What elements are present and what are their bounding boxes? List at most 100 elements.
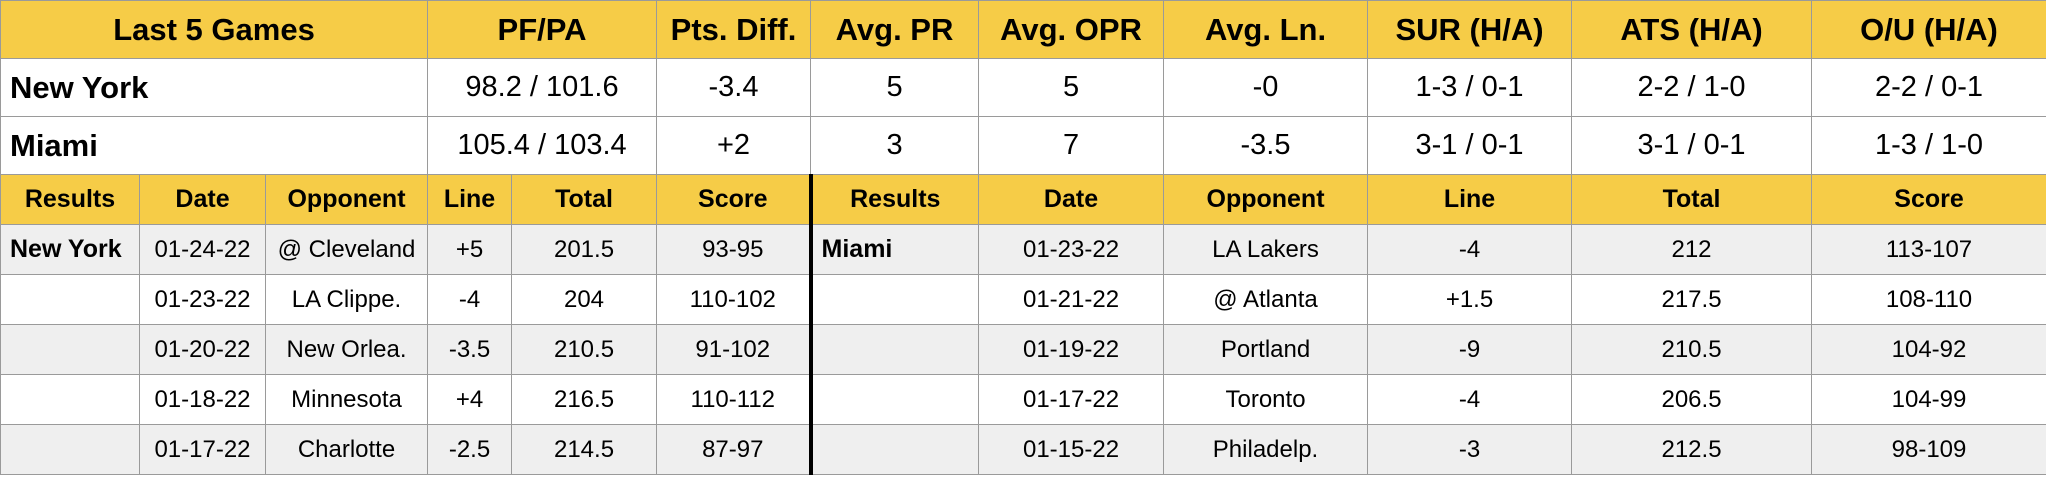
avg-pr-value: 5 <box>810 58 980 117</box>
game-total: 206.5 <box>1571 374 1813 425</box>
pfpa-value: 98.2 / 101.6 <box>427 58 658 117</box>
game-score: 87-97 <box>656 424 812 475</box>
team-name: New York <box>0 58 429 117</box>
game-date: 01-23-22 <box>139 274 266 325</box>
game-total: 217.5 <box>1571 274 1813 325</box>
game-line: -2.5 <box>427 424 513 475</box>
summary-header-sur: SUR (H/A) <box>1367 0 1573 59</box>
game-total: 212 <box>1571 224 1813 275</box>
sur-value: 3-1 / 0-1 <box>1367 116 1573 175</box>
avg-pr-value: 3 <box>810 116 980 175</box>
game-line: +1.5 <box>1367 274 1573 325</box>
empty-cell <box>808 424 980 475</box>
game-score: 93-95 <box>656 224 812 275</box>
game-date: 01-17-22 <box>139 424 266 475</box>
game-opponent: LA Lakers <box>1163 224 1369 275</box>
game-score: 110-112 <box>656 374 812 425</box>
game-line: -4 <box>1367 224 1573 275</box>
game-date: 01-19-22 <box>978 324 1165 375</box>
header-total: Total <box>1571 174 1813 225</box>
table-row: New York 01-24-22 @ Cleveland +5 201.5 9… <box>0 224 2046 275</box>
table-row: 01-20-22 New Orlea. -3.5 210.5 91-102 01… <box>0 324 2046 375</box>
game-line: -4 <box>427 274 513 325</box>
game-opponent: LA Clippe. <box>264 274 429 325</box>
game-score: 108-110 <box>1811 274 2046 325</box>
game-opponent: Charlotte <box>264 424 429 475</box>
game-date: 01-24-22 <box>139 224 266 275</box>
game-date: 01-15-22 <box>978 424 1165 475</box>
summary-header-diff: Pts. Diff. <box>656 0 812 59</box>
ats-value: 3-1 / 0-1 <box>1571 116 1813 175</box>
pfpa-value: 105.4 / 103.4 <box>427 116 658 175</box>
table-row: 01-17-22 Charlotte -2.5 214.5 87-97 01-1… <box>0 424 2046 475</box>
game-score: 110-102 <box>656 274 812 325</box>
header-results: Results <box>0 174 140 225</box>
game-score: 113-107 <box>1811 224 2046 275</box>
game-score: 91-102 <box>656 324 812 375</box>
game-opponent: @ Atlanta <box>1163 274 1369 325</box>
header-score: Score <box>656 174 812 225</box>
game-opponent: Philadelp. <box>1163 424 1369 475</box>
game-total: 204 <box>511 274 658 325</box>
game-opponent: @ Cleveland <box>264 224 429 275</box>
game-date: 01-20-22 <box>139 324 266 375</box>
game-score: 98-109 <box>1811 424 2046 475</box>
game-total: 210.5 <box>1571 324 1813 375</box>
game-date: 01-18-22 <box>139 374 266 425</box>
game-line: -4 <box>1367 374 1573 425</box>
header-date: Date <box>978 174 1165 225</box>
header-line: Line <box>427 174 513 225</box>
header-score: Score <box>1811 174 2046 225</box>
ats-value: 2-2 / 1-0 <box>1571 58 1813 117</box>
summary-row-new-york: New York 98.2 / 101.6 -3.4 5 5 -0 1-3 / … <box>0 58 2046 117</box>
header-total: Total <box>511 174 658 225</box>
games-header-row: Results Date Opponent Line Total Score R… <box>0 174 2046 225</box>
game-opponent: Portland <box>1163 324 1369 375</box>
empty-cell <box>0 274 140 325</box>
empty-cell <box>808 274 980 325</box>
empty-cell <box>0 324 140 375</box>
avg-ln-value: -3.5 <box>1163 116 1369 175</box>
game-line: -3 <box>1367 424 1573 475</box>
game-line: -9 <box>1367 324 1573 375</box>
summary-header-row: Last 5 Games PF/PA Pts. Diff. Avg. PR Av… <box>0 0 2046 59</box>
game-line: +4 <box>427 374 513 425</box>
empty-cell <box>808 324 980 375</box>
summary-header-ln: Avg. Ln. <box>1163 0 1369 59</box>
game-total: 210.5 <box>511 324 658 375</box>
summary-header-ats: ATS (H/A) <box>1571 0 1813 59</box>
game-opponent: New Orlea. <box>264 324 429 375</box>
ou-value: 2-2 / 0-1 <box>1811 58 2046 117</box>
pts-diff-value: +2 <box>656 116 812 175</box>
avg-ln-value: -0 <box>1163 58 1369 117</box>
game-total: 212.5 <box>1571 424 1813 475</box>
game-opponent: Minnesota <box>264 374 429 425</box>
empty-cell <box>0 374 140 425</box>
sur-value: 1-3 / 0-1 <box>1367 58 1573 117</box>
game-total: 201.5 <box>511 224 658 275</box>
summary-header-opr: Avg. OPR <box>978 0 1165 59</box>
game-date: 01-21-22 <box>978 274 1165 325</box>
summary-header-pr: Avg. PR <box>810 0 980 59</box>
game-line: -3.5 <box>427 324 513 375</box>
game-date: 01-17-22 <box>978 374 1165 425</box>
summary-header-last5: Last 5 Games <box>0 0 429 59</box>
avg-opr-value: 5 <box>978 58 1165 117</box>
summary-header-pfpa: PF/PA <box>427 0 658 59</box>
game-total: 214.5 <box>511 424 658 475</box>
team-label: Miami <box>808 224 980 275</box>
header-opponent: Opponent <box>264 174 429 225</box>
avg-opr-value: 7 <box>978 116 1165 175</box>
header-opponent: Opponent <box>1163 174 1369 225</box>
table-row: 01-18-22 Minnesota +4 216.5 110-112 01-1… <box>0 374 2046 425</box>
summary-header-ou: O/U (H/A) <box>1811 0 2046 59</box>
table-row: 01-23-22 LA Clippe. -4 204 110-102 01-21… <box>0 274 2046 325</box>
header-date: Date <box>139 174 266 225</box>
header-line: Line <box>1367 174 1573 225</box>
game-total: 216.5 <box>511 374 658 425</box>
pts-diff-value: -3.4 <box>656 58 812 117</box>
team-label: New York <box>0 224 140 275</box>
game-score: 104-92 <box>1811 324 2046 375</box>
header-results: Results <box>808 174 980 225</box>
